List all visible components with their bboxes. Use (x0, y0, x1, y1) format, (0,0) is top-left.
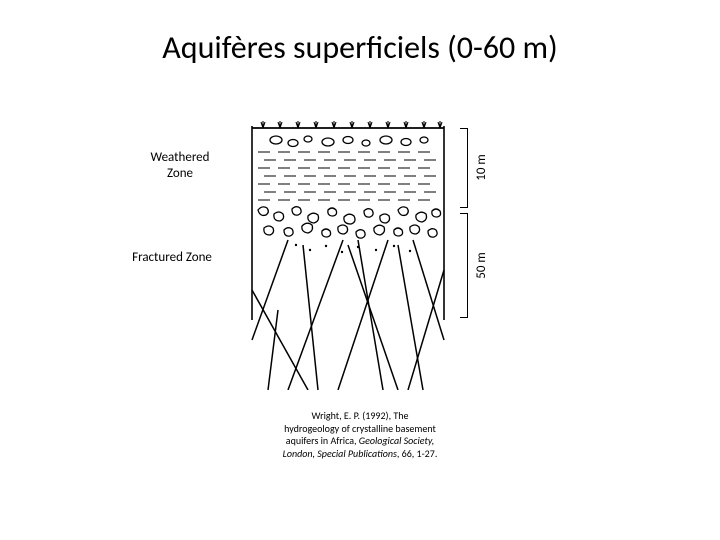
citation-text: Wright, E. P. (1992), The hydrogeology o… (230, 410, 490, 460)
depth-10m-label: 10 m (474, 154, 489, 181)
citation-line4a: London, Special Publications (283, 447, 397, 460)
citation-line4b: , 66, 1-27. (397, 447, 437, 460)
fractured-zone-label: Fractured Zone (112, 250, 232, 266)
weathered-zone-label: WeatheredZone (130, 150, 230, 181)
citation-line2: hydrogeology of crystalline basement (284, 422, 436, 435)
page-title: Aquifères superficiels (0-60 m) (0, 28, 720, 67)
citation-line3a: aquifers in Africa, (286, 434, 359, 447)
citation-line1: Wright, E. P. (1992), The (312, 409, 409, 422)
depth-bracket-10m (460, 128, 468, 208)
depth-bracket-50m (460, 213, 468, 318)
cross-section-diagram (248, 110, 448, 390)
geology-svg (248, 110, 448, 390)
citation-line3b: Geological Society, (359, 434, 434, 447)
depth-50m-label: 50 m (474, 252, 489, 279)
